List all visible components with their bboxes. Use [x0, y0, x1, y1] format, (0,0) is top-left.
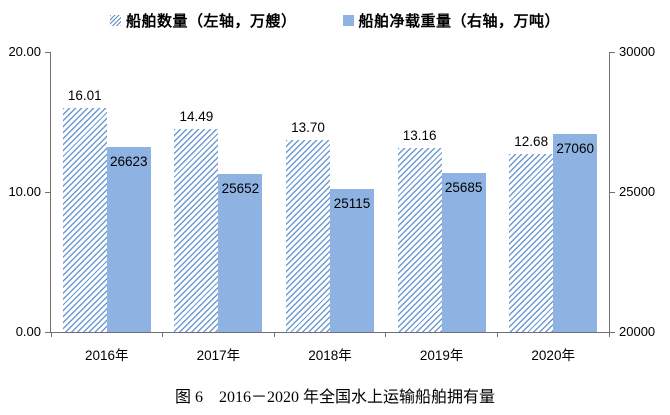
plot-area: 20.00 10.00 0.00 30000 25000 20000 16.01 26623 2… — [8, 44, 655, 363]
legend-label-deadweight: 船舶净载重量（右轴，万吨） — [358, 13, 561, 30]
ship-count-value-label: 13.16 — [402, 127, 437, 143]
ship-count-bar — [174, 129, 219, 332]
x-axis-tick — [385, 332, 387, 337]
chart-legend: 船舶数量（左轴，万艘） 船舶净载重量（右轴，万吨） — [0, 10, 670, 31]
right-axis-tick — [609, 331, 615, 333]
x-axis-tick — [496, 332, 498, 337]
left-axis-tick — [45, 51, 51, 53]
right-axis-label: 30000 — [619, 44, 656, 59]
category-label: 2020年 — [531, 348, 575, 363]
deadweight-bar — [441, 172, 486, 332]
left-axis-label: 10.00 — [8, 184, 41, 199]
category-label: 2019年 — [419, 348, 464, 363]
ship-count-bar — [62, 107, 107, 332]
left-axis-label: 20.00 — [8, 44, 41, 59]
left-axis-tick — [45, 191, 51, 193]
category-label: 2017年 — [196, 348, 241, 363]
deadweight-value-label: 27060 — [556, 141, 594, 157]
legend-item-deadweight: 船舶净载重量（右轴，万吨） — [342, 10, 561, 31]
ship-count-value-label: 14.49 — [179, 109, 214, 125]
legend-item-ship-count: 船舶数量（左轴，万艘） — [109, 10, 297, 31]
deadweight-value-label: 25685 — [444, 179, 483, 195]
category-label: 2016年 — [85, 348, 129, 363]
ship-count-value-label: 12.68 — [514, 134, 549, 150]
x-axis-tick — [273, 332, 275, 337]
ship-count-bar — [286, 140, 330, 332]
figure-caption: 图 6 2016－2020 年全国水上运输船舶拥有量 — [174, 389, 495, 406]
deadweight-bar — [553, 134, 598, 332]
right-axis-tick — [609, 51, 615, 53]
ship-count-bar — [509, 154, 554, 332]
right-axis-label: 20000 — [619, 324, 656, 339]
x-axis-tick — [162, 332, 164, 337]
left-axis-tick — [45, 331, 51, 333]
left-axis-label: 0.00 — [15, 324, 41, 339]
deadweight-value-label: 25652 — [221, 180, 260, 196]
deadweight-value-label: 26623 — [110, 153, 148, 169]
deadweight-bar — [106, 146, 151, 332]
right-axis-tick — [609, 191, 615, 193]
legend-label-ship-count: 船舶数量（左轴，万艘） — [125, 13, 297, 30]
solid-color-swatch — [342, 15, 354, 26]
right-axis-label: 25000 — [619, 184, 656, 199]
x-axis-tick — [50, 332, 52, 337]
ship-count-value-label: 16.01 — [67, 87, 102, 103]
ship-count-bar — [397, 147, 442, 332]
category-label: 2018年 — [308, 348, 352, 363]
deadweight-bar — [330, 188, 374, 332]
x-axis-tick — [608, 332, 610, 337]
deadweight-bar — [218, 173, 263, 332]
hatch-pattern-swatch — [109, 15, 121, 26]
deadweight-value-label: 25115 — [333, 195, 371, 211]
ship-count-value-label: 13.70 — [291, 120, 325, 136]
